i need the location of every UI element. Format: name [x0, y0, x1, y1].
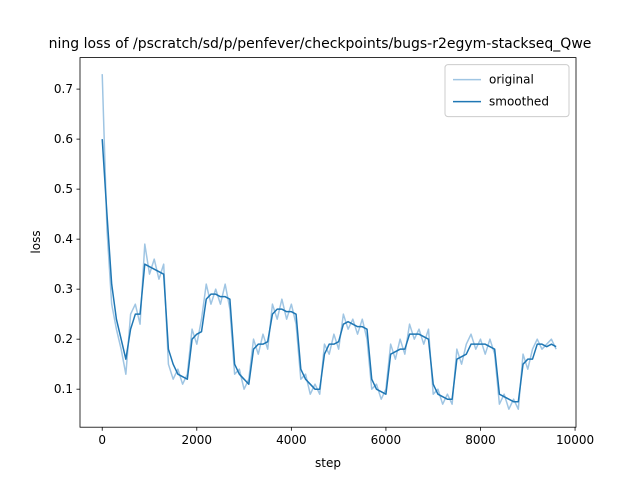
y-tick-label: 0.7: [54, 82, 73, 96]
line-series: [101, 139, 557, 403]
legend-label: original: [489, 73, 534, 87]
y-tick-label: 0.1: [54, 382, 73, 396]
x-tick-label: 10000: [556, 433, 594, 447]
y-tick-label: 0.2: [54, 332, 73, 346]
x-tick-label: 0: [98, 433, 106, 447]
legend-label: smoothed: [489, 95, 549, 109]
x-tick-label: 4000: [276, 433, 307, 447]
y-tick-label: 0.6: [54, 132, 73, 146]
x-tick-label: 6000: [371, 433, 402, 447]
plot-frame: [79, 57, 577, 428]
line-series: [101, 74, 557, 410]
y-tick-label: 0.3: [54, 282, 73, 296]
y-tick-label: 0.4: [54, 232, 73, 246]
y-axis-label: loss: [29, 230, 43, 253]
y-tick-label: 0.5: [54, 182, 73, 196]
x-axis-label: step: [315, 456, 341, 470]
x-tick-label: 2000: [182, 433, 213, 447]
x-tick-label: 8000: [465, 433, 496, 447]
chart-title: ning loss of /pscratch/sd/p/penfever/che…: [49, 36, 592, 52]
legend-box: [444, 64, 570, 118]
